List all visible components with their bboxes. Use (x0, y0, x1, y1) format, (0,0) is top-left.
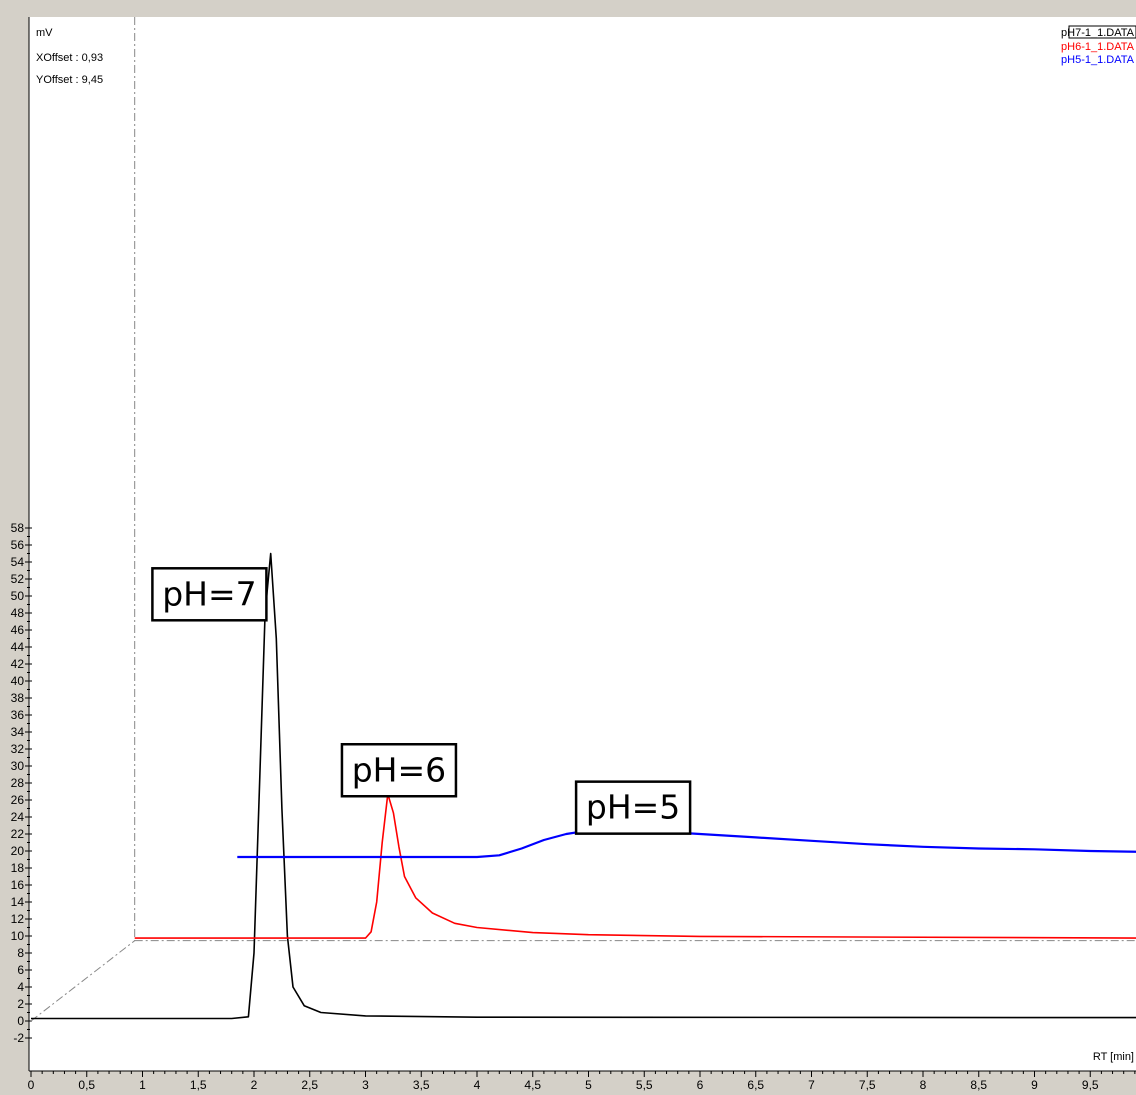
y-tick-label: 20 (11, 844, 25, 858)
legend-item-ph5: pH5-1_1.DATA (1061, 54, 1135, 66)
y-tick-label: 32 (11, 742, 25, 756)
y-tick-label: 26 (11, 793, 25, 807)
x-tick-label: 9 (1031, 1078, 1038, 1092)
x-axis-label: RT [min] (1093, 1051, 1134, 1063)
y-tick-label: 56 (11, 538, 25, 552)
y-tick-label: 22 (11, 827, 25, 841)
y-tick-label: 36 (11, 708, 25, 722)
y-tick-label: 0 (17, 1014, 24, 1028)
y-tick-label: 34 (11, 725, 25, 739)
y-tick-label: 24 (11, 810, 25, 824)
y-tick-label: 54 (11, 555, 25, 569)
annotation-label: pH=6 (352, 750, 446, 789)
x-tick-label: 8,5 (970, 1078, 987, 1092)
x-tick-label: 6 (697, 1078, 704, 1092)
y-tick-label: 28 (11, 776, 25, 790)
series-line-ph6 (134, 793, 1136, 939)
x-tick-label: 2 (251, 1078, 258, 1092)
x-tick-label: 5 (585, 1078, 592, 1092)
y-offset-label: YOffset : 9,45 (36, 74, 103, 86)
y-tick-label: 12 (11, 912, 25, 926)
y-tick-label: -2 (13, 1031, 24, 1045)
x-tick-label: 5,5 (636, 1078, 653, 1092)
legend-item-highlight (1068, 25, 1136, 39)
plot-background (29, 17, 1136, 1071)
offset-diagonal-guide (30, 940, 136, 1022)
x-tick-label: 2,5 (301, 1078, 318, 1092)
legend: pH7-1_1.DATA pH6-1_1.DATA pH5-1_1.DATA (1061, 25, 1136, 66)
annotation-box (340, 743, 458, 798)
y-tick-label: 42 (11, 657, 25, 671)
y-tick-label: 38 (11, 691, 25, 705)
annotation-box (574, 780, 692, 835)
x-tick-label: 7 (808, 1078, 815, 1092)
series-line-ph7 (31, 552, 1136, 1020)
y-tick-label: 10 (11, 929, 25, 943)
axis-ticks: -202468101214161820222426283032343638404… (11, 521, 1136, 1092)
offset-guides (30, 17, 1136, 1022)
annotation-label: pH=7 (162, 574, 256, 613)
y-tick-label: 16 (11, 878, 25, 892)
annotation-label: pH=5 (586, 788, 680, 827)
x-tick-label: 1 (139, 1078, 146, 1092)
x-offset-label: XOffset : 0,93 (36, 52, 103, 64)
x-tick-label: 4,5 (524, 1078, 541, 1092)
y-tick-label: 4 (17, 980, 24, 994)
y-tick-label: 18 (11, 861, 25, 875)
x-tick-label: 9,5 (1082, 1078, 1099, 1092)
y-units-label: mV (36, 27, 53, 39)
y-tick-label: 50 (11, 589, 25, 603)
y-tick-label: 58 (11, 521, 25, 535)
y-tick-label: 48 (11, 606, 25, 620)
x-tick-label: 0,5 (78, 1078, 95, 1092)
x-tick-label: 3 (362, 1078, 369, 1092)
y-tick-label: 40 (11, 674, 25, 688)
x-tick-label: 8 (920, 1078, 927, 1092)
x-tick-label: 1,5 (190, 1078, 207, 1092)
annotation-box (151, 567, 268, 622)
x-tick-label: 7,5 (859, 1078, 876, 1092)
y-tick-label: 8 (17, 946, 24, 960)
x-tick-label: 6,5 (747, 1078, 764, 1092)
y-tick-label: 14 (11, 895, 25, 909)
x-tick-label: 4 (474, 1078, 481, 1092)
y-tick-label: 44 (11, 640, 25, 654)
y-tick-label: 46 (11, 623, 25, 637)
legend-item-ph6: pH6-1_1.DATA (1061, 41, 1135, 53)
y-tick-label: 30 (11, 759, 25, 773)
x-tick-label: 0 (28, 1078, 35, 1092)
y-tick-label: 52 (11, 572, 25, 586)
annotations: pH=7 pH=6 pH=5 (151, 567, 692, 835)
y-tick-label: 2 (17, 997, 24, 1011)
y-tick-label: 6 (17, 963, 24, 977)
x-tick-label: 3,5 (413, 1078, 430, 1092)
legend-item-ph7: pH7-1_1.DATA (1061, 27, 1135, 39)
